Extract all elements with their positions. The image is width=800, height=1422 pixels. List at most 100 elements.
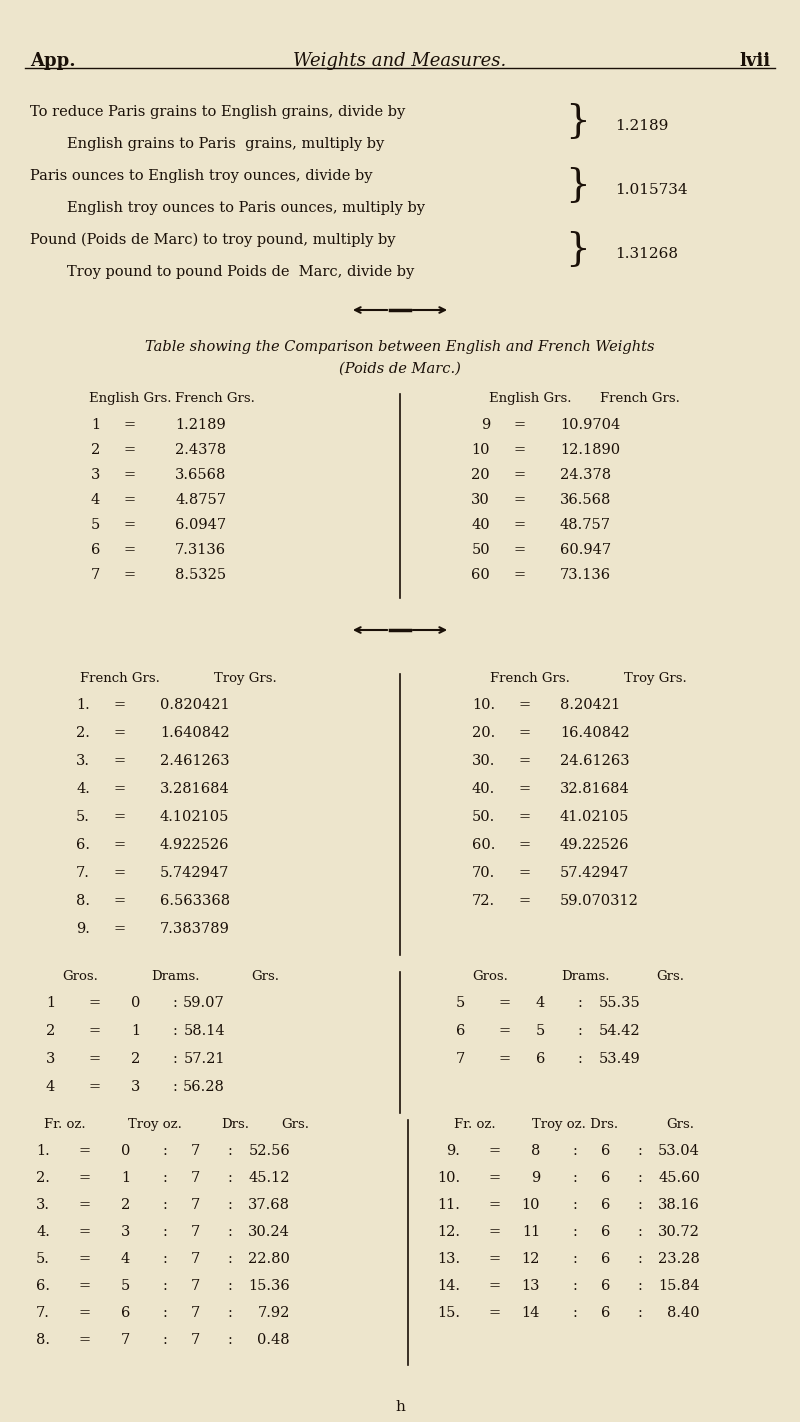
Text: 57.42947: 57.42947 bbox=[560, 866, 630, 880]
Text: 7: 7 bbox=[190, 1197, 200, 1212]
Text: =: = bbox=[79, 1278, 91, 1293]
Text: :: : bbox=[227, 1224, 233, 1239]
Text: English Grs.: English Grs. bbox=[89, 392, 171, 405]
Text: =: = bbox=[489, 1224, 501, 1239]
Text: 7: 7 bbox=[190, 1224, 200, 1239]
Text: To reduce Paris grains to English grains, divide by: To reduce Paris grains to English grains… bbox=[30, 105, 406, 119]
Text: :: : bbox=[573, 1197, 578, 1212]
Text: =: = bbox=[89, 1024, 101, 1038]
Text: 2: 2 bbox=[121, 1197, 130, 1212]
Text: 59.07: 59.07 bbox=[183, 995, 225, 1010]
Text: 5.: 5. bbox=[36, 1251, 50, 1266]
Text: 9: 9 bbox=[530, 1170, 540, 1185]
Text: 9.: 9. bbox=[76, 921, 90, 936]
Text: :: : bbox=[573, 1305, 578, 1320]
Text: 7.: 7. bbox=[76, 866, 90, 880]
Text: 20: 20 bbox=[471, 468, 490, 482]
Text: 2: 2 bbox=[130, 1052, 140, 1066]
Text: 16.40842: 16.40842 bbox=[560, 727, 630, 739]
Text: }: } bbox=[565, 230, 590, 267]
Text: 12.: 12. bbox=[437, 1224, 460, 1239]
Text: 6: 6 bbox=[601, 1224, 610, 1239]
Text: 4.102105: 4.102105 bbox=[160, 811, 230, 823]
Text: 2.4378: 2.4378 bbox=[175, 444, 226, 456]
Text: 57.21: 57.21 bbox=[183, 1052, 225, 1066]
Text: =: = bbox=[124, 567, 136, 582]
Text: =: = bbox=[89, 995, 101, 1010]
Text: 5: 5 bbox=[90, 518, 100, 532]
Text: 1.640842: 1.640842 bbox=[160, 727, 230, 739]
Text: Grs.: Grs. bbox=[656, 970, 684, 983]
Text: 0: 0 bbox=[130, 995, 140, 1010]
Text: :: : bbox=[638, 1224, 642, 1239]
Text: 6: 6 bbox=[601, 1197, 610, 1212]
Text: 6.: 6. bbox=[76, 838, 90, 852]
Text: 20.: 20. bbox=[472, 727, 495, 739]
Text: :: : bbox=[573, 1251, 578, 1266]
Text: =: = bbox=[114, 811, 126, 823]
Text: 14: 14 bbox=[522, 1305, 540, 1320]
Text: Troy oz. Drs.: Troy oz. Drs. bbox=[532, 1118, 618, 1130]
Text: =: = bbox=[79, 1332, 91, 1347]
Text: 6: 6 bbox=[536, 1052, 545, 1066]
Text: 1: 1 bbox=[46, 995, 55, 1010]
Text: 60.947: 60.947 bbox=[560, 543, 611, 557]
Text: 7: 7 bbox=[190, 1170, 200, 1185]
Text: 7: 7 bbox=[190, 1305, 200, 1320]
Text: English grains to Paris  grains, multiply by: English grains to Paris grains, multiply… bbox=[30, 137, 384, 151]
Text: =: = bbox=[489, 1278, 501, 1293]
Text: lvii: lvii bbox=[739, 53, 770, 70]
Text: 7: 7 bbox=[456, 1052, 465, 1066]
Text: 2.: 2. bbox=[36, 1170, 50, 1185]
Text: :: : bbox=[578, 1024, 582, 1038]
Text: :: : bbox=[227, 1305, 233, 1320]
Text: }: } bbox=[565, 102, 590, 139]
Text: Gros.: Gros. bbox=[472, 970, 508, 983]
Text: 55.35: 55.35 bbox=[598, 995, 640, 1010]
Text: =: = bbox=[124, 468, 136, 482]
Text: 10.: 10. bbox=[472, 698, 495, 712]
Text: 1.: 1. bbox=[36, 1145, 50, 1158]
Text: 6.0947: 6.0947 bbox=[175, 518, 226, 532]
Text: Pound (Poids de Marc) to troy pound, multiply by: Pound (Poids de Marc) to troy pound, mul… bbox=[30, 233, 395, 247]
Text: Drams.: Drams. bbox=[561, 970, 610, 983]
Text: 4: 4 bbox=[536, 995, 545, 1010]
Text: Troy oz.: Troy oz. bbox=[128, 1118, 182, 1130]
Text: :: : bbox=[162, 1278, 167, 1293]
Text: 40.: 40. bbox=[472, 782, 495, 796]
Text: Fr. oz.: Fr. oz. bbox=[44, 1118, 86, 1130]
Text: 30.72: 30.72 bbox=[658, 1224, 700, 1239]
Text: Grs.: Grs. bbox=[666, 1118, 694, 1130]
Text: =: = bbox=[519, 894, 531, 909]
Text: 54.42: 54.42 bbox=[598, 1024, 640, 1038]
Text: 4: 4 bbox=[121, 1251, 130, 1266]
Text: 7: 7 bbox=[190, 1145, 200, 1158]
Text: 2.461263: 2.461263 bbox=[160, 754, 230, 768]
Text: 6: 6 bbox=[90, 543, 100, 557]
Text: 12.1890: 12.1890 bbox=[560, 444, 620, 456]
Text: :: : bbox=[638, 1251, 642, 1266]
Text: English Grs.: English Grs. bbox=[489, 392, 571, 405]
Text: 0.820421: 0.820421 bbox=[160, 698, 230, 712]
Text: =: = bbox=[114, 727, 126, 739]
Text: :: : bbox=[227, 1197, 233, 1212]
Text: 0: 0 bbox=[121, 1145, 130, 1158]
Text: 4.: 4. bbox=[76, 782, 90, 796]
Text: 6: 6 bbox=[601, 1170, 610, 1185]
Text: :: : bbox=[162, 1251, 167, 1266]
Text: 58.14: 58.14 bbox=[183, 1024, 225, 1038]
Text: 3.281684: 3.281684 bbox=[160, 782, 230, 796]
Text: 4: 4 bbox=[90, 493, 100, 508]
Text: 1.015734: 1.015734 bbox=[615, 183, 688, 198]
Text: :: : bbox=[638, 1170, 642, 1185]
Text: =: = bbox=[514, 518, 526, 532]
Text: French Grs.: French Grs. bbox=[490, 673, 570, 685]
Text: :: : bbox=[227, 1145, 233, 1158]
Text: 5.742947: 5.742947 bbox=[160, 866, 230, 880]
Text: Grs.: Grs. bbox=[281, 1118, 309, 1130]
Text: 12: 12 bbox=[522, 1251, 540, 1266]
Text: Drs.: Drs. bbox=[221, 1118, 249, 1130]
Text: 6: 6 bbox=[121, 1305, 130, 1320]
Text: 6: 6 bbox=[601, 1305, 610, 1320]
Text: 3.6568: 3.6568 bbox=[175, 468, 226, 482]
